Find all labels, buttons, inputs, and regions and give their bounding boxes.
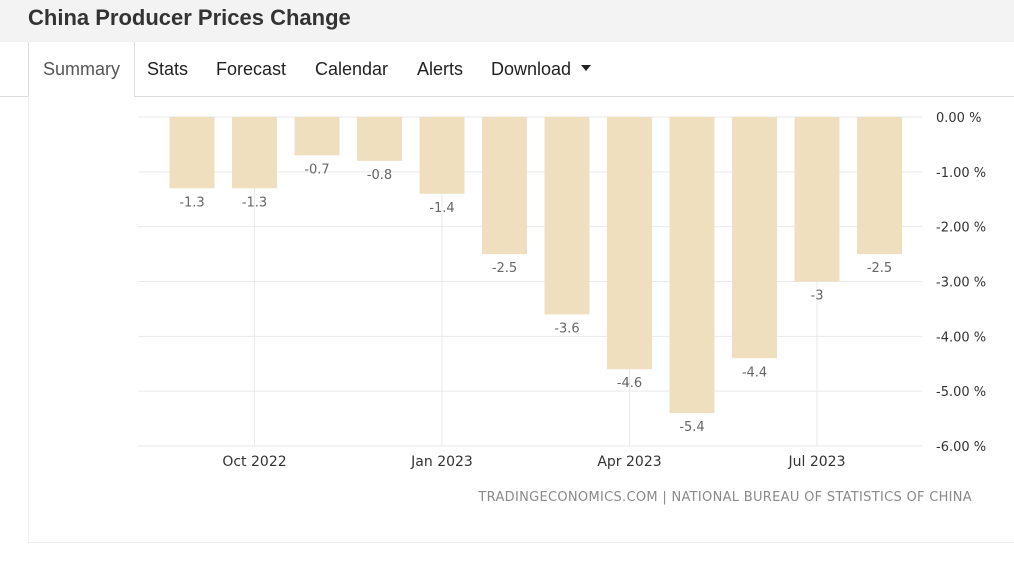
tab-stats-label: Stats: [147, 59, 189, 79]
x-tick-label: Oct 2022: [222, 454, 286, 470]
bar: [857, 117, 902, 255]
bar: [669, 117, 715, 414]
data-label: -3.6: [554, 321, 579, 336]
tab-forecast[interactable]: Forecast: [216, 42, 286, 96]
title-bar: China Producer Prices Change: [0, 0, 1014, 43]
bar: [232, 117, 277, 189]
tab-download-label: Download: [491, 59, 572, 79]
bar: [482, 117, 527, 255]
data-label: -0.8: [367, 168, 392, 183]
bar: [419, 117, 465, 194]
data-label: -5.4: [679, 420, 704, 435]
y-tick-label: -6.00 %: [936, 440, 986, 455]
data-label: -1.3: [242, 195, 267, 210]
tab-bar: Summary Stats Forecast Calendar Alerts D…: [0, 42, 1014, 97]
x-tick-label: Jul 2023: [788, 454, 846, 470]
x-tick-label: Jan 2023: [410, 454, 473, 470]
x-tick-label: Apr 2023: [597, 454, 661, 470]
data-label: -1.3: [179, 195, 204, 210]
data-label: -3: [811, 289, 824, 304]
y-tick-label: -1.00 %: [936, 166, 986, 181]
data-label: -0.7: [304, 162, 329, 177]
source-attribution: TRADINGECONOMICS.COM | NATIONAL BUREAU O…: [478, 490, 972, 505]
data-label: -4.6: [617, 376, 642, 391]
tab-stats[interactable]: Stats: [147, 42, 188, 96]
panel-border: [28, 542, 1014, 543]
panel-border: [28, 96, 29, 542]
tab-calendar-label: Calendar: [315, 59, 389, 79]
tab-summary-label: Summary: [42, 59, 120, 79]
bar: [732, 117, 777, 359]
y-tick-label: -4.00 %: [936, 330, 986, 345]
y-tick-label: -3.00 %: [936, 276, 986, 291]
tab-forecast-label: Forecast: [216, 59, 287, 79]
bar: [794, 117, 840, 282]
tab-summary[interactable]: Summary: [28, 42, 135, 97]
data-label: -2.5: [492, 261, 517, 276]
data-label: -4.4: [742, 365, 767, 380]
bar: [169, 117, 215, 189]
data-label: -2.5: [867, 261, 892, 276]
caret-down-icon: [581, 65, 592, 72]
y-tick-label: -2.00 %: [936, 221, 986, 236]
tab-alerts[interactable]: Alerts: [417, 42, 463, 96]
data-label: -1.4: [429, 201, 454, 216]
tab-alerts-label: Alerts: [417, 59, 464, 79]
y-tick-label: 0.00 %: [936, 111, 981, 126]
y-tick-label: -5.00 %: [936, 385, 986, 400]
tab-download[interactable]: Download: [491, 42, 592, 96]
bar: [357, 117, 402, 161]
tab-calendar[interactable]: Calendar: [315, 42, 388, 96]
bar: [607, 117, 652, 370]
bar: [294, 117, 340, 156]
bar: [544, 117, 590, 315]
page-title: China Producer Prices Change: [28, 5, 351, 30]
bar-chart: -1.3 -1.3 -0.7 -0.8 -1.4 -2.5 -3.6 -4.6 -5.4 -4.4…: [138, 111, 986, 470]
